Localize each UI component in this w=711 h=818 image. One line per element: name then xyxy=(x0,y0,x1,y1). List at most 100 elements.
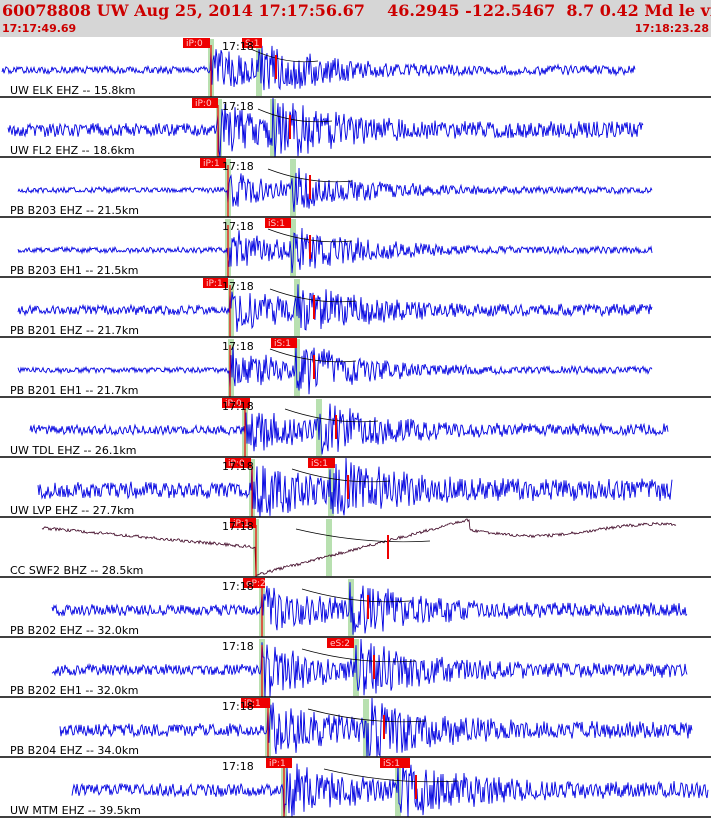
waveform xyxy=(17,167,653,212)
station-label: UW FL2 EHZ -- 18.6km xyxy=(10,144,135,157)
p-pick-box[interactable] xyxy=(183,38,210,48)
s-pick-box[interactable] xyxy=(265,218,291,228)
p-pick-label: iP:1 xyxy=(244,699,261,709)
trace-row[interactable]: iP:0 iS:1 17:18 UW LVP EHZ -- 27.7km xyxy=(0,457,711,518)
trace-row[interactable]: iP:117:18 CC SWF2 BHZ -- 28.5km xyxy=(0,518,711,578)
s-pick-label: iS:1 xyxy=(383,759,400,769)
pick-window xyxy=(290,219,296,276)
s-pick-box[interactable] xyxy=(271,338,297,348)
waveform xyxy=(17,284,653,332)
trace-row[interactable]: iP:0 S:117:18 UW ELK EHZ -- 15.8km xyxy=(0,38,711,98)
waveform xyxy=(37,457,673,518)
s-pick-box[interactable] xyxy=(308,458,335,468)
station-label: CC SWF2 BHZ -- 28.5km xyxy=(10,564,143,577)
p-pick-box[interactable] xyxy=(225,458,251,468)
s-pick-box[interactable] xyxy=(327,638,354,648)
time-mark-label: 17:18 xyxy=(222,760,254,773)
moveout-curve xyxy=(284,408,379,423)
station-label: PB B204 EHZ -- 34.0km xyxy=(10,744,139,757)
time-mark-label: 17:18 xyxy=(222,580,254,593)
p-pick-label: iP:0 xyxy=(228,459,245,469)
pick-window xyxy=(256,39,262,96)
time-mark-label: 17:18 xyxy=(222,100,254,113)
trace-row[interactable]: iP:117:18 PB B204 EHZ -- 34.0km xyxy=(0,697,711,758)
time-mark-label: 17:18 xyxy=(222,220,254,233)
time-mark-label: 17:18 xyxy=(222,460,254,473)
pick-window xyxy=(294,339,300,396)
time-mark-label: 17:18 xyxy=(222,520,254,533)
event-header: 60078808 UW Aug 25, 2014 17:17:56.67 46.… xyxy=(0,0,711,37)
station-label: PB B203 EH1 -- 21.5km xyxy=(10,264,138,277)
waveform xyxy=(1,45,636,91)
s-pick-label: iS:1 xyxy=(274,339,291,349)
moveout-curve xyxy=(291,468,391,483)
pick-window xyxy=(216,99,222,156)
p-pick-box[interactable] xyxy=(241,698,270,708)
waveform xyxy=(51,638,688,698)
station-label: PB B202 EH1 -- 32.0km xyxy=(10,684,138,697)
end-time: 17:18:23.28 xyxy=(634,22,709,35)
pick-window xyxy=(328,459,334,516)
trace-row[interactable]: iP:0 17:18 UW FL2 EHZ -- 18.6km xyxy=(0,97,711,158)
pick-window xyxy=(270,99,276,156)
p-pick-label: iP:0 xyxy=(186,39,203,49)
pick-window xyxy=(395,759,401,816)
p-pick-label: iP:1 xyxy=(203,159,220,169)
trace-row[interactable]: iP:1 17:18 PB B203 EHZ -- 21.5km xyxy=(0,158,711,218)
station-label: UW LVP EHZ -- 27.7km xyxy=(10,504,134,517)
moveout-curve xyxy=(323,768,459,783)
p-pick-label: iP:0 xyxy=(225,399,242,409)
p-pick-label: iP:0 xyxy=(195,99,212,109)
waveform xyxy=(17,227,653,274)
moveout-curve xyxy=(307,708,427,723)
p-pick-box[interactable] xyxy=(222,398,250,408)
trace-row[interactable]: iS:1 17:18 PB B203 EH1 -- 21.5km xyxy=(0,218,711,278)
trace-row[interactable]: eP:217:18 PB B202 EHZ -- 32.0km xyxy=(0,578,711,638)
time-mark-label: 17:18 xyxy=(222,160,254,173)
time-mark-label: 17:18 xyxy=(222,280,254,293)
trace-row[interactable]: eS:2 17:18 PB B202 EH1 -- 32.0km xyxy=(0,638,711,698)
p-pick-box[interactable] xyxy=(243,578,265,588)
s-pick-label: iS:1 xyxy=(311,459,328,469)
p-pick-box[interactable] xyxy=(200,158,226,168)
s-pick-label: iS:1 xyxy=(268,219,285,229)
trace-row[interactable]: iP:017:18 UW TDL EHZ -- 26.1km xyxy=(0,398,711,458)
trace-row[interactable]: iP:1 iS:1 17:18 UW MTM EHZ -- 39.5km xyxy=(0,758,711,818)
pick-window xyxy=(290,159,296,216)
station-label: PB B201 EHZ -- 21.7km xyxy=(10,324,139,337)
p-pick-box[interactable] xyxy=(192,98,218,108)
trace-row[interactable]: iS:1 17:18 PB B201 EH1 -- 21.7km xyxy=(0,338,711,398)
waveform xyxy=(51,582,688,635)
waveform xyxy=(17,344,653,395)
station-label: PB B201 EH1 -- 21.7km xyxy=(10,384,138,397)
waveform xyxy=(71,760,709,818)
s-pick-box[interactable] xyxy=(242,38,262,48)
station-label: UW ELK EHZ -- 15.8km xyxy=(10,84,135,97)
station-label: PB B203 EHZ -- 21.5km xyxy=(10,204,139,217)
p-pick-box[interactable] xyxy=(230,518,256,528)
time-mark-label: 17:18 xyxy=(222,640,254,653)
time-mark-label: 17:18 xyxy=(222,40,254,53)
s-pick-box[interactable] xyxy=(380,758,410,768)
moveout-curve xyxy=(301,648,417,663)
moveout-curve xyxy=(250,48,319,63)
p-pick-label: iP:1 xyxy=(206,279,223,289)
event-title: 60078808 UW Aug 25, 2014 17:17:56.67 46.… xyxy=(2,1,711,20)
moveout-curve xyxy=(257,108,333,123)
station-label: PB B202 EHZ -- 32.0km xyxy=(10,624,139,637)
p-pick-box[interactable] xyxy=(203,278,228,288)
p-pick-label: iP:1 xyxy=(269,759,286,769)
s-pick-label: S:1 xyxy=(245,39,259,49)
moveout-curve xyxy=(301,588,411,603)
trace-row[interactable]: iP:1 17:18 PB B201 EHZ -- 21.7km xyxy=(0,278,711,338)
p-pick-box[interactable] xyxy=(266,758,292,768)
time-mark-label: 17:18 xyxy=(222,700,254,713)
s-pick-label: eS:2 xyxy=(330,639,350,649)
time-mark-label: 17:18 xyxy=(222,340,254,353)
p-pick-label: iP:1 xyxy=(233,519,250,529)
pick-window xyxy=(326,519,332,576)
station-label: UW TDL EHZ -- 26.1km xyxy=(10,444,137,457)
waveform xyxy=(29,403,669,455)
